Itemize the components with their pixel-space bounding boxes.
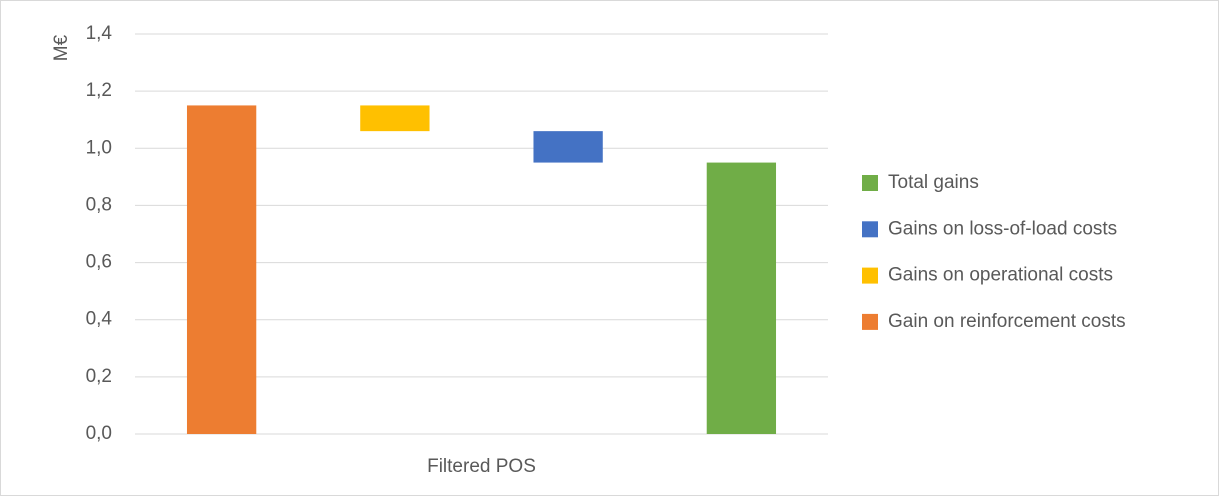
y-tick-label: 1,4 bbox=[86, 23, 113, 44]
x-tick-label: Filtered POS bbox=[427, 456, 536, 477]
legend-swatch bbox=[862, 175, 878, 191]
legend-swatch bbox=[862, 313, 878, 330]
legend-label: Gains on operational costs bbox=[888, 265, 1113, 286]
y-tick-label: 0,8 bbox=[86, 194, 112, 215]
y-tick-label: 1,0 bbox=[86, 137, 112, 158]
y-tick-label: 0,0 bbox=[86, 423, 112, 444]
legend-label: Gain on reinforcement costs bbox=[888, 311, 1126, 332]
y-tick-label: 0,4 bbox=[86, 309, 113, 330]
bar bbox=[706, 162, 777, 435]
y-tick-label: 0,6 bbox=[86, 252, 112, 273]
legend-label: Total gains bbox=[888, 172, 979, 193]
y-axis-label: M€ bbox=[51, 34, 72, 61]
legend-label: Gains on loss-of-load costs bbox=[888, 218, 1117, 239]
y-tick-label: 0,2 bbox=[86, 366, 112, 387]
bar bbox=[186, 105, 257, 434]
legend-swatch bbox=[862, 221, 878, 238]
bar bbox=[360, 105, 430, 132]
y-tick-label: 1,2 bbox=[86, 80, 112, 101]
legend-swatch bbox=[862, 267, 878, 284]
bar bbox=[533, 131, 603, 163]
